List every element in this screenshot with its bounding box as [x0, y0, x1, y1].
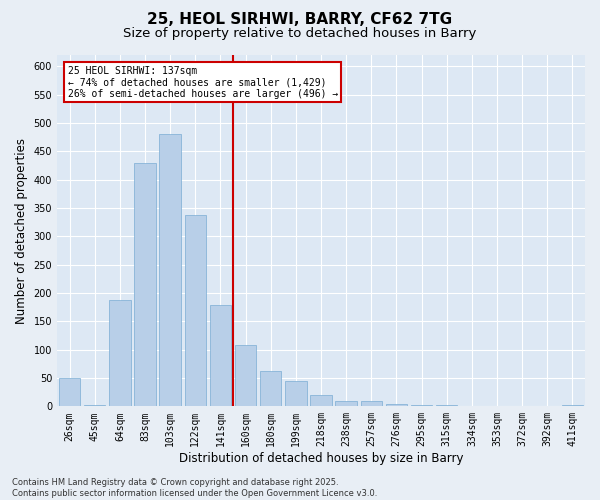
Bar	[134, 162, 156, 406]
Text: 25 HEOL SIRHWI: 137sqm
← 74% of detached houses are smaller (1,429)
26% of semi-: 25 HEOL SIRHWI: 137sqm ← 74% of detached…	[68, 66, 338, 98]
Bar	[185, 215, 206, 406]
Bar	[210, 306, 231, 406]
Text: Size of property relative to detached houses in Barry: Size of property relative to detached ho…	[124, 28, 476, 40]
Bar	[109, 300, 131, 406]
X-axis label: Distribution of detached houses by size in Barry: Distribution of detached houses by size …	[179, 452, 463, 465]
Text: Contains HM Land Registry data © Crown copyright and database right 2025.
Contai: Contains HM Land Registry data © Crown c…	[12, 478, 377, 498]
Bar	[361, 400, 382, 406]
Bar	[235, 345, 256, 406]
Bar	[160, 134, 181, 406]
Y-axis label: Number of detached properties: Number of detached properties	[15, 138, 28, 324]
Bar	[59, 378, 80, 406]
Bar	[436, 405, 457, 406]
Bar	[260, 371, 281, 406]
Bar	[386, 404, 407, 406]
Bar	[84, 404, 106, 406]
Bar	[285, 381, 307, 406]
Bar	[411, 404, 432, 406]
Text: 25, HEOL SIRHWI, BARRY, CF62 7TG: 25, HEOL SIRHWI, BARRY, CF62 7TG	[148, 12, 452, 28]
Bar	[335, 400, 357, 406]
Bar	[310, 395, 332, 406]
Bar	[562, 405, 583, 406]
